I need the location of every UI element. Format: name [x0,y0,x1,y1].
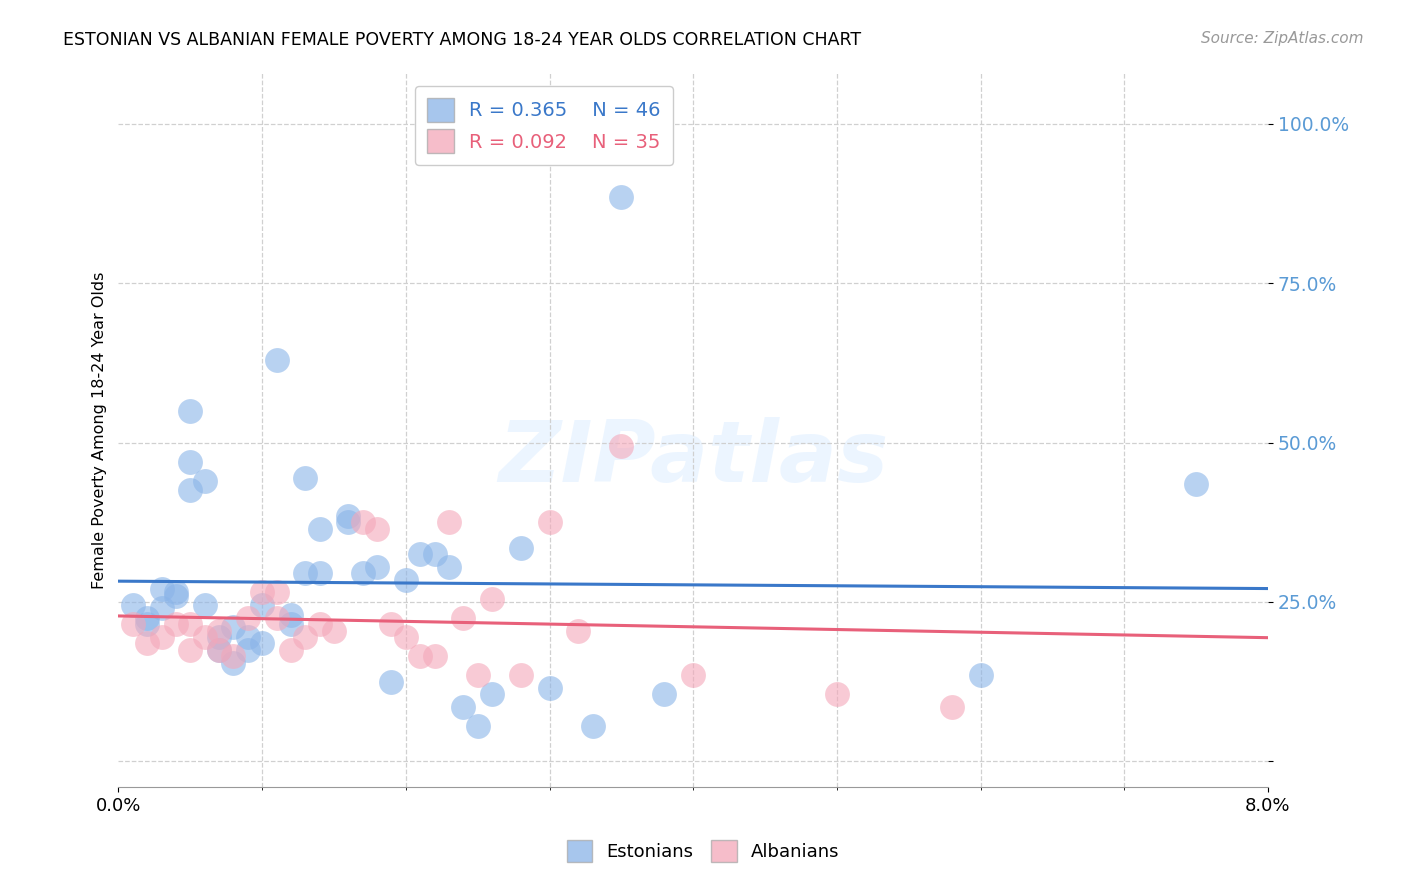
Point [150,601,173,615]
Point [581,719,603,733]
Point [280,642,302,657]
Point [280,607,302,622]
Point [337,508,360,523]
Point [121,598,143,612]
Point [610,190,633,204]
Point [567,624,589,638]
Point [366,522,388,536]
Point [453,611,475,625]
Point [323,624,346,638]
Point [165,589,187,603]
Point [236,642,259,657]
Point [208,630,231,644]
Point [395,573,418,587]
Point [250,636,273,650]
Point [222,656,245,670]
Point [236,611,259,625]
Point [423,547,446,561]
Point [352,566,374,581]
Point [150,630,173,644]
Point [467,719,489,733]
Point [366,560,388,574]
Point [467,668,489,682]
Point [194,598,217,612]
Point [941,700,963,714]
Point [337,516,360,530]
Text: ZIPatlas: ZIPatlas [498,417,889,500]
Point [136,611,159,625]
Point [194,474,217,488]
Text: ESTONIAN VS ALBANIAN FEMALE POVERTY AMONG 18-24 YEAR OLDS CORRELATION CHART: ESTONIAN VS ALBANIAN FEMALE POVERTY AMON… [63,31,862,49]
Point [222,649,245,664]
Point [136,636,159,650]
Point [250,598,273,612]
Point [308,617,330,632]
Point [409,547,432,561]
Point [294,630,316,644]
Point [969,668,991,682]
Text: Source: ZipAtlas.com: Source: ZipAtlas.com [1201,31,1364,46]
Point [610,439,633,453]
Point [294,471,316,485]
Point [654,687,676,701]
Point [409,649,432,664]
Point [208,642,231,657]
Point [250,585,273,599]
Point [280,617,302,632]
Point [208,624,231,638]
Point [179,483,201,498]
Point [222,620,245,634]
Point [266,585,288,599]
Point [266,611,288,625]
Point [352,516,374,530]
Point [437,516,460,530]
Point [395,630,418,644]
Point [1185,477,1208,491]
Point [509,541,531,555]
Point [682,668,704,682]
Point [538,681,561,695]
Point [179,642,201,657]
Point [165,585,187,599]
Point [380,674,402,689]
Point [481,591,503,606]
Point [208,642,231,657]
Point [437,560,460,574]
Point [179,404,201,418]
Point [423,649,446,664]
Point [179,455,201,469]
Point [825,687,848,701]
Y-axis label: Female Poverty Among 18-24 Year Olds: Female Poverty Among 18-24 Year Olds [93,271,107,589]
Point [179,617,201,632]
Point [380,617,402,632]
Point [308,522,330,536]
Point [509,668,531,682]
Point [481,687,503,701]
Legend: Estonians, Albanians: Estonians, Albanians [560,833,846,870]
Point [538,516,561,530]
Point [308,566,330,581]
Point [150,582,173,597]
Point [165,617,187,632]
Point [266,352,288,367]
Point [194,630,217,644]
Legend: R = 0.365    N = 46, R = 0.092    N = 35: R = 0.365 N = 46, R = 0.092 N = 35 [415,87,672,165]
Point [236,630,259,644]
Point [294,566,316,581]
Point [453,700,475,714]
Point [136,617,159,632]
Point [121,617,143,632]
